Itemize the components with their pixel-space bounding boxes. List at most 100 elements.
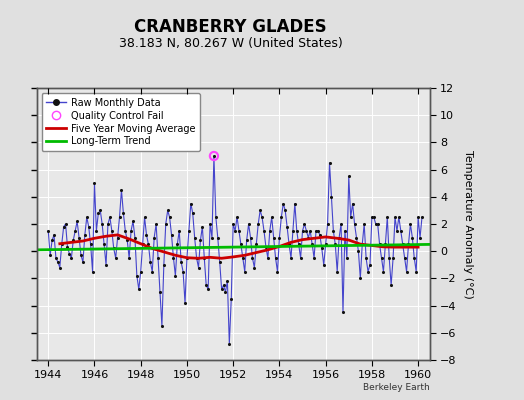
- Point: [348, 200, 357, 207]
- Point: [67, 255, 75, 261]
- Point: [392, 228, 401, 234]
- Point: [83, 214, 91, 220]
- Point: [331, 241, 340, 248]
- Point: [256, 207, 264, 214]
- Point: [163, 207, 172, 214]
- Point: [214, 234, 222, 241]
- Point: [312, 228, 320, 234]
- Point: [204, 286, 212, 292]
- Point: [208, 234, 216, 241]
- Point: [215, 259, 224, 265]
- Point: [119, 210, 127, 216]
- Point: [210, 153, 218, 159]
- Point: [46, 252, 54, 258]
- Point: [262, 244, 270, 250]
- Point: [92, 228, 101, 234]
- Point: [148, 268, 157, 275]
- Point: [345, 173, 353, 180]
- Point: [387, 282, 395, 288]
- Point: [84, 224, 93, 230]
- Point: [112, 255, 120, 261]
- Point: [258, 214, 266, 220]
- Point: [281, 207, 289, 214]
- Point: [81, 232, 89, 238]
- Text: 38.183 N, 80.267 W (United States): 38.183 N, 80.267 W (United States): [118, 37, 343, 50]
- Point: [364, 268, 372, 275]
- Point: [75, 234, 83, 241]
- Point: [341, 228, 349, 234]
- Point: [302, 228, 311, 234]
- Point: [175, 228, 183, 234]
- Point: [395, 214, 403, 220]
- Point: [61, 221, 70, 227]
- Point: [227, 296, 235, 302]
- Point: [144, 241, 152, 248]
- Point: [328, 194, 336, 200]
- Point: [274, 268, 282, 275]
- Point: [66, 251, 74, 257]
- Point: [50, 232, 58, 238]
- Point: [385, 255, 394, 261]
- Point: [358, 241, 366, 248]
- Point: [268, 214, 276, 220]
- Point: [289, 228, 297, 234]
- Point: [343, 255, 351, 261]
- Point: [94, 210, 103, 216]
- Point: [48, 237, 56, 244]
- Point: [229, 221, 237, 227]
- Point: [292, 228, 301, 234]
- Point: [192, 255, 201, 261]
- Point: [177, 259, 185, 265]
- Point: [171, 272, 180, 279]
- Point: [90, 180, 99, 186]
- Point: [418, 214, 426, 220]
- Point: [225, 340, 234, 347]
- Point: [127, 228, 135, 234]
- Point: [52, 255, 60, 261]
- Point: [298, 228, 307, 234]
- Text: Berkeley Earth: Berkeley Earth: [363, 383, 430, 392]
- Point: [138, 241, 147, 248]
- Point: [98, 221, 106, 227]
- Point: [250, 264, 258, 271]
- Point: [79, 259, 87, 265]
- Point: [402, 268, 411, 275]
- Point: [190, 234, 199, 241]
- Point: [125, 255, 133, 261]
- Point: [320, 262, 328, 268]
- Point: [194, 264, 203, 271]
- Point: [308, 241, 316, 248]
- Point: [323, 221, 332, 227]
- Point: [260, 228, 268, 234]
- Point: [374, 221, 382, 227]
- Point: [69, 237, 78, 244]
- Point: [235, 228, 243, 234]
- Point: [329, 228, 337, 234]
- Point: [154, 255, 162, 261]
- Point: [223, 278, 232, 284]
- Point: [406, 221, 414, 227]
- Point: [152, 221, 160, 227]
- Point: [294, 241, 303, 248]
- Point: [135, 286, 143, 292]
- Point: [115, 214, 124, 220]
- Point: [117, 187, 126, 193]
- Point: [399, 241, 407, 248]
- Point: [314, 228, 322, 234]
- Point: [129, 218, 137, 224]
- Point: [202, 282, 211, 288]
- Point: [275, 234, 283, 241]
- Point: [339, 309, 347, 316]
- Point: [143, 232, 151, 238]
- Point: [179, 268, 187, 275]
- Point: [325, 160, 334, 166]
- Point: [156, 289, 164, 295]
- Point: [389, 255, 397, 261]
- Point: [150, 234, 158, 241]
- Point: [131, 234, 139, 241]
- Point: [106, 214, 114, 220]
- Point: [269, 234, 278, 241]
- Point: [217, 286, 226, 292]
- Point: [391, 214, 399, 220]
- Point: [271, 255, 280, 261]
